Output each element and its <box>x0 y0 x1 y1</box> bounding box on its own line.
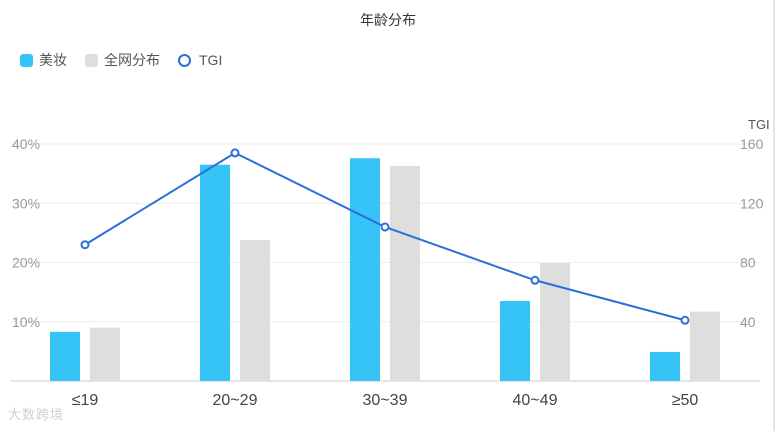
category-label: 20~29 <box>213 392 258 409</box>
legend-swatch-beauty <box>20 53 33 67</box>
right-edge-divider <box>773 0 775 431</box>
right-axis-title: TGI <box>748 117 770 132</box>
right-tick-label: 120 <box>740 195 764 211</box>
bar-beauty <box>500 301 530 381</box>
right-tick-label: 80 <box>740 255 756 271</box>
tgi-point <box>80 240 90 250</box>
bar-beauty <box>350 158 380 381</box>
chart-title: 年龄分布 <box>360 12 416 28</box>
legend-item-beauty[interactable]: 美妆 <box>20 50 67 70</box>
tgi-point <box>380 222 390 232</box>
legend-item-tgi[interactable]: TGI <box>178 52 222 68</box>
tgi-point <box>530 275 540 285</box>
watermark: 大数跨境 <box>8 407 65 422</box>
bar-network <box>90 327 120 381</box>
bar-network <box>390 165 420 381</box>
left-tick-label: 10% <box>12 314 40 330</box>
left-tick-label: 20% <box>12 255 40 271</box>
category-label: 40~49 <box>513 392 558 409</box>
legend-label-beauty: 美妆 <box>39 52 67 68</box>
left-tick-label: 40% <box>12 136 40 152</box>
right-tick-label: 40 <box>740 314 756 330</box>
left-tick-label: 30% <box>12 195 40 211</box>
tgi-point <box>680 315 690 325</box>
bar-network <box>690 311 720 381</box>
category-label: ≤19 <box>72 392 99 409</box>
bar-beauty <box>200 164 230 381</box>
legend-label-tgi: TGI <box>199 52 223 68</box>
category-label: ≥50 <box>672 392 699 409</box>
legend-label-network: 全网分布 <box>104 52 160 68</box>
tgi-point <box>230 148 240 158</box>
bar-beauty <box>50 331 80 381</box>
bar-network <box>240 239 270 381</box>
bar-network <box>540 263 570 381</box>
legend-swatch-network <box>85 53 98 67</box>
right-tick-label: 160 <box>740 136 764 152</box>
tgi-line <box>84 151 686 322</box>
bar-beauty <box>650 351 680 381</box>
legend: 美妆 全网分布 TGI <box>20 50 240 70</box>
legend-marker-tgi <box>178 53 191 67</box>
category-label: 30~39 <box>363 392 408 409</box>
legend-item-network[interactable]: 全网分布 <box>85 50 160 70</box>
